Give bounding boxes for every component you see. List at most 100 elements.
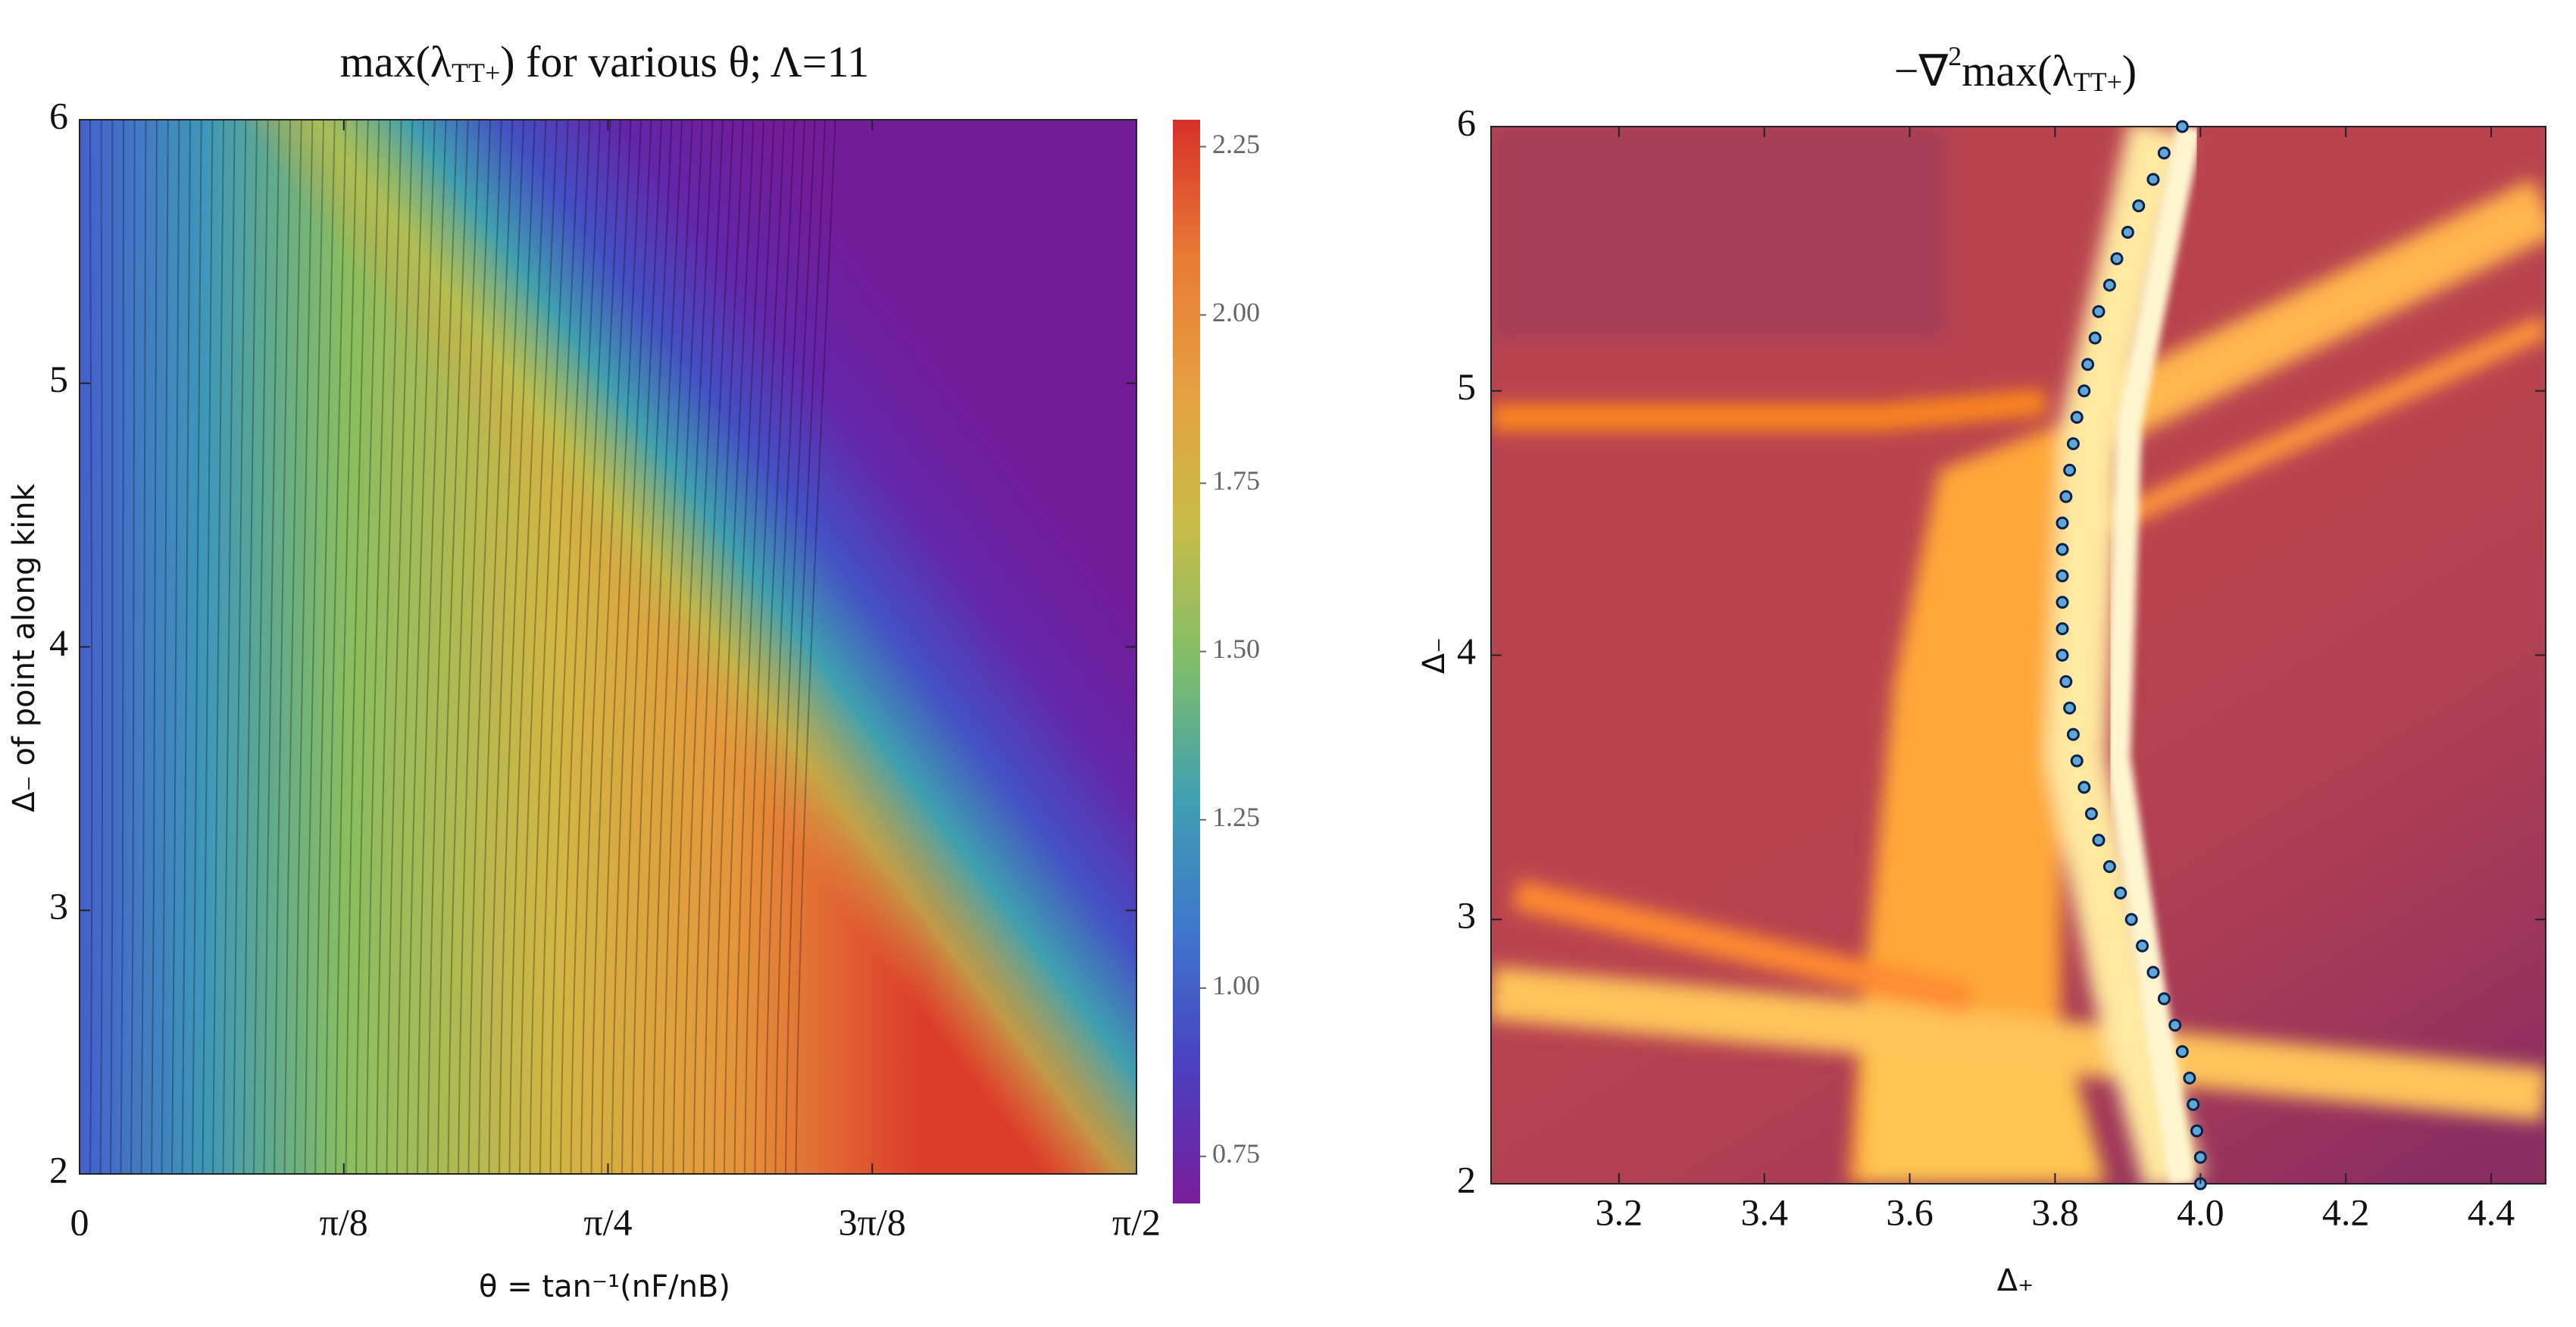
x-tick-label: 3.6 [1886,1191,1934,1233]
scatter-point [2190,1124,2204,1138]
scatter-point [2110,252,2124,265]
contour-line [692,120,734,1174]
contour-line [662,120,703,1174]
contour-line [754,120,796,1174]
contour-line [335,120,358,1174]
contour-line [539,120,580,1174]
contour-line [427,120,458,1174]
scatter-point [2175,1045,2189,1059]
scatter-point [2055,516,2069,530]
contour-field [80,120,1136,1174]
colorbar-tick-label: 2.00 [1212,297,1260,327]
x-tick-label: 3.8 [2031,1191,2079,1233]
y-tick-label: 6 [49,94,68,136]
scatter-point [2092,305,2106,318]
y-axis-label: Δ₋ [1417,637,1452,674]
scatter-point [2070,411,2084,424]
scatter-point [2055,596,2069,609]
contour-line [590,120,632,1174]
contour-line [140,120,147,1174]
contour-line [621,120,662,1174]
colorbar-tick-label: 2.25 [1212,129,1260,159]
x-axis-label: Δ₊ [1997,1263,2034,1298]
y-tick-label: 2 [49,1148,68,1191]
scatter-point [2102,860,2116,873]
contour-line [324,120,347,1174]
scatter-point [2063,463,2077,477]
x-tick-label: π/4 [583,1200,632,1243]
colorbar-tick-label: 1.75 [1212,465,1260,496]
contour-line [89,120,93,1174]
contour-line [274,120,292,1174]
scatter-point [2070,754,2084,768]
heatmap-field [1491,127,2546,1184]
contour-line [560,120,601,1174]
contour-line [242,120,258,1174]
contour-line [99,120,103,1174]
scatter-point [2114,886,2127,900]
x-tick-label: 3π/8 [839,1200,906,1243]
contour-line [570,120,611,1174]
contour-line [161,120,169,1174]
contour-line [376,120,402,1174]
scatter-point [2168,1019,2182,1032]
contour-line [703,120,744,1174]
scatter-point [2077,384,2091,398]
contour-line [713,120,755,1174]
colorbar [1173,120,1200,1203]
y-tick-label: 4 [49,621,68,664]
x-tick-label: 3.2 [1596,1191,1643,1233]
chart-title: −∇2max(λTT+) [1894,41,2137,97]
scatter-point [2121,226,2134,239]
contour-line [365,120,392,1174]
contour-line [417,120,447,1174]
scatter-point [2175,120,2189,133]
scatter-point [2055,622,2069,636]
scatter-point [2088,331,2102,345]
chart-title: max(λTT+) for various θ; Λ=11 [340,37,870,88]
contour-line [151,120,158,1174]
scatter-point [2055,569,2069,583]
x-tick-label: 4.2 [2322,1191,2370,1233]
contour-line [386,120,414,1174]
y-tick-label: 6 [1457,101,1476,143]
contour-line [253,120,269,1174]
contour-line [283,120,302,1174]
contour-line [672,120,714,1174]
scatter-point [2187,1097,2200,1111]
contour-line [263,120,280,1174]
y-tick-label: 4 [1457,630,1476,672]
scatter-point [2146,173,2160,186]
y-tick-label: 2 [1457,1158,1476,1200]
scatter-point [2081,358,2095,371]
contour-line [508,120,547,1174]
contour-line [181,120,192,1174]
scatter-point [2059,490,2073,503]
y-axis-label: Δ₋ of point along kink [7,483,42,812]
contour-line [212,120,225,1174]
colorbar-tick-label: 1.00 [1212,970,1260,1000]
scatter-point [2055,543,2069,556]
y-tick-label: 3 [1457,894,1476,937]
contour-line [631,120,673,1174]
contour-line [764,120,805,1174]
scatter-point [2066,437,2080,450]
contour-line [744,120,785,1174]
contour-line [467,120,502,1174]
contour-line [406,120,436,1174]
contour-line [458,120,492,1174]
colorbar-tick-label: 1.25 [1212,802,1260,832]
contour-line [519,120,558,1174]
scatter-point [2059,674,2073,688]
contour-line [110,120,114,1174]
y-tick-label: 5 [49,358,68,400]
contour-line [774,120,816,1174]
contour-line [478,120,514,1174]
y-tick-label: 5 [1457,365,1476,408]
contour-line [652,120,693,1174]
contour-line [437,120,469,1174]
x-tick-label: 0 [70,1200,89,1243]
contour-line [192,120,202,1174]
scatter-point [2183,1072,2196,1084]
